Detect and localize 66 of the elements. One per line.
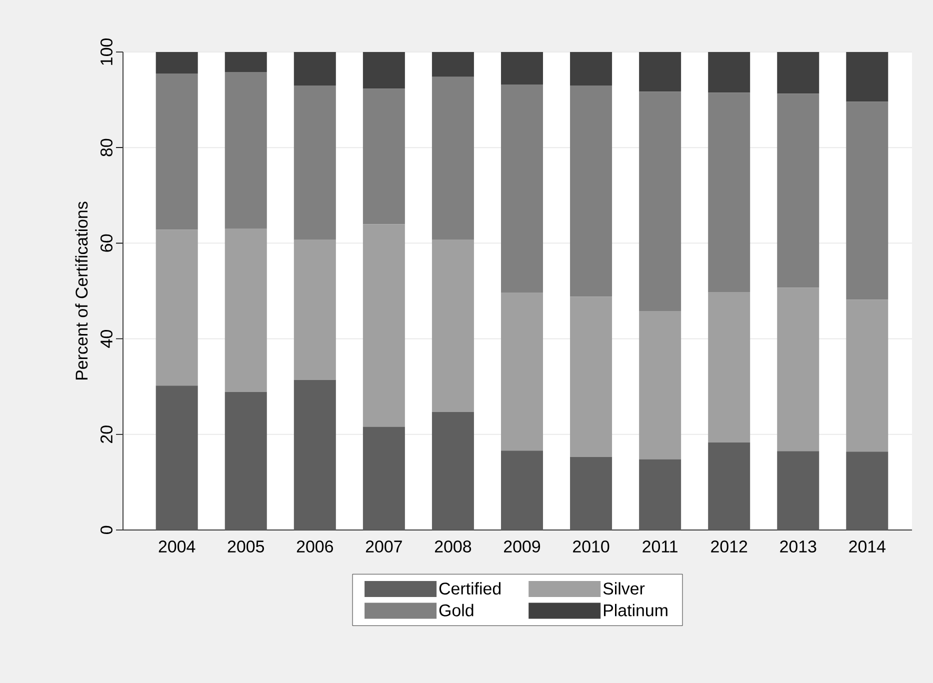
bar (570, 296, 612, 457)
bar (294, 380, 336, 530)
bar (570, 52, 612, 86)
bar (846, 102, 888, 300)
bar (846, 52, 888, 102)
x-tick-label: 2011 (642, 540, 678, 553)
bar (708, 442, 750, 530)
bar (224, 52, 267, 72)
y-tick-label: 60 (100, 234, 112, 252)
x-tick-label: 2013 (780, 540, 816, 553)
bar (362, 426, 405, 530)
bar (432, 240, 474, 412)
bar (639, 459, 682, 530)
bar (224, 228, 267, 392)
bar (156, 52, 198, 74)
bar (708, 92, 750, 292)
bar (156, 386, 198, 530)
y-tick-label: 100 (100, 38, 112, 65)
y-tick-label: 40 (100, 330, 112, 348)
legend-label: Silver (603, 582, 645, 595)
bar (156, 230, 198, 386)
bar (570, 456, 612, 530)
bar (432, 52, 474, 77)
legend-label: Platinum (604, 604, 668, 616)
bar (777, 451, 820, 530)
bar (777, 52, 820, 94)
bar (362, 52, 405, 89)
bar (639, 52, 682, 92)
bar (846, 300, 888, 452)
bar (224, 392, 267, 530)
bar (362, 88, 405, 224)
x-tick-label: 2012 (711, 540, 748, 553)
x-tick-label: 2010 (573, 540, 610, 553)
bar (500, 84, 543, 293)
bar (294, 240, 336, 380)
y-tick-label: 0 (100, 526, 112, 534)
x-tick-label: 2007 (366, 540, 402, 553)
bar (432, 412, 474, 530)
bar (432, 76, 474, 240)
bar (570, 85, 612, 297)
bar (708, 292, 750, 443)
bar (777, 288, 820, 452)
bar (846, 452, 888, 530)
x-tick-label: 2009 (504, 540, 540, 553)
bar (500, 52, 543, 84)
x-tick-label: 2008 (434, 540, 472, 553)
bar (639, 92, 682, 312)
x-tick-label: 2006 (296, 540, 333, 553)
bar (500, 450, 543, 530)
bar (224, 72, 267, 229)
bar (294, 52, 336, 86)
y-tick-label: 80 (100, 138, 112, 156)
bar (708, 52, 750, 93)
x-tick-label: 2014 (849, 540, 886, 553)
bar (777, 94, 820, 288)
y-tick-label: 20 (100, 426, 112, 443)
bar (294, 85, 336, 240)
x-tick-label: 2005 (228, 540, 264, 553)
bar (639, 311, 682, 460)
y-axis-title: Percent of Certifications (75, 202, 88, 380)
legend-label: Certified (439, 582, 501, 595)
bar (500, 292, 543, 451)
legend-label: Gold (439, 604, 474, 616)
bar (362, 224, 405, 427)
x-tick-label: 2004 (158, 540, 196, 553)
bar (156, 73, 198, 230)
